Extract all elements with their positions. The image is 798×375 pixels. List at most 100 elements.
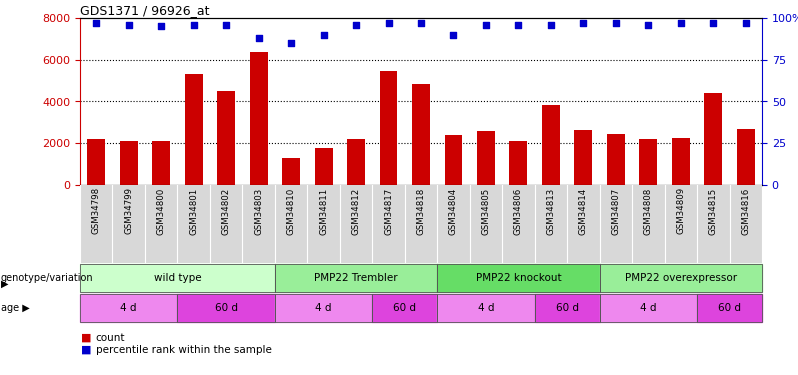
Point: [155, 23, 168, 29]
Text: 60 d: 60 d: [393, 303, 417, 313]
Text: GSM34809: GSM34809: [677, 188, 685, 234]
Bar: [275, 294, 373, 322]
Bar: [275, 264, 437, 292]
Text: GSM34812: GSM34812: [352, 188, 361, 235]
Text: GSM34815: GSM34815: [709, 188, 717, 235]
Text: 60 d: 60 d: [718, 303, 741, 313]
Text: GSM34808: GSM34808: [644, 188, 653, 235]
Point: [252, 35, 265, 41]
Text: wild type: wild type: [154, 273, 201, 283]
Text: 4 d: 4 d: [120, 303, 137, 313]
Bar: [87, 139, 105, 185]
Point: [642, 22, 654, 28]
Text: GSM34811: GSM34811: [319, 188, 328, 235]
Bar: [737, 129, 755, 185]
Point: [577, 20, 590, 26]
Text: GSM34804: GSM34804: [449, 188, 458, 235]
Bar: [437, 264, 599, 292]
Bar: [437, 294, 535, 322]
Point: [122, 22, 135, 28]
Text: GSM34801: GSM34801: [189, 188, 198, 235]
Bar: [373, 294, 437, 322]
Point: [285, 40, 298, 46]
Text: GSM34805: GSM34805: [481, 188, 491, 235]
Text: PMP22 knockout: PMP22 knockout: [476, 273, 561, 283]
Text: count: count: [96, 333, 125, 343]
Bar: [437, 294, 535, 322]
Bar: [535, 294, 599, 322]
Text: genotype/variation: genotype/variation: [1, 273, 93, 283]
Bar: [373, 294, 437, 322]
Text: ■: ■: [81, 333, 91, 343]
Point: [219, 22, 232, 28]
Text: GSM34798: GSM34798: [92, 188, 101, 234]
Text: GSM34803: GSM34803: [254, 188, 263, 235]
Bar: [80, 294, 177, 322]
Point: [415, 20, 428, 26]
Bar: [314, 148, 333, 185]
Point: [544, 22, 557, 28]
Bar: [437, 264, 599, 292]
Text: GSM34810: GSM34810: [286, 188, 295, 235]
Point: [674, 20, 687, 26]
Point: [382, 20, 395, 26]
Text: GSM34802: GSM34802: [222, 188, 231, 235]
Bar: [380, 71, 397, 185]
Text: PMP22 overexpressor: PMP22 overexpressor: [625, 273, 737, 283]
Text: GSM34807: GSM34807: [611, 188, 620, 235]
Text: 4 d: 4 d: [315, 303, 332, 313]
Text: GDS1371 / 96926_at: GDS1371 / 96926_at: [80, 4, 210, 17]
Bar: [275, 294, 373, 322]
Point: [350, 22, 362, 28]
Text: PMP22 Trembler: PMP22 Trembler: [314, 273, 398, 283]
Bar: [477, 131, 495, 185]
Bar: [282, 158, 300, 185]
Bar: [184, 74, 203, 185]
Bar: [177, 294, 275, 322]
Bar: [542, 105, 560, 185]
Bar: [535, 294, 599, 322]
Bar: [80, 264, 275, 292]
Bar: [599, 294, 697, 322]
Bar: [509, 141, 527, 185]
Text: percentile rank within the sample: percentile rank within the sample: [96, 345, 271, 355]
Text: 60 d: 60 d: [555, 303, 579, 313]
Bar: [697, 294, 762, 322]
Text: 4 d: 4 d: [640, 303, 657, 313]
Text: ▶: ▶: [1, 279, 8, 289]
Text: GSM34814: GSM34814: [579, 188, 588, 235]
Bar: [250, 53, 267, 185]
Point: [447, 32, 460, 38]
Bar: [275, 264, 437, 292]
Point: [188, 22, 200, 28]
Bar: [599, 294, 697, 322]
Bar: [575, 130, 592, 185]
Bar: [80, 294, 177, 322]
Bar: [120, 141, 137, 185]
Bar: [347, 139, 365, 185]
Text: GSM34813: GSM34813: [547, 188, 555, 235]
Bar: [217, 91, 235, 185]
Point: [610, 20, 622, 26]
Point: [707, 20, 720, 26]
Point: [317, 32, 330, 38]
Bar: [697, 294, 762, 322]
Point: [740, 20, 753, 26]
Text: GSM34818: GSM34818: [417, 188, 425, 235]
Bar: [80, 264, 275, 292]
Bar: [705, 93, 722, 185]
Bar: [607, 134, 625, 185]
Bar: [412, 84, 430, 185]
Point: [480, 22, 492, 28]
Bar: [599, 264, 762, 292]
Bar: [152, 141, 170, 185]
Bar: [672, 138, 689, 185]
Point: [90, 20, 103, 26]
Text: ■: ■: [81, 345, 91, 355]
Text: GSM34800: GSM34800: [156, 188, 166, 235]
Text: GSM34806: GSM34806: [514, 188, 523, 235]
Point: [512, 22, 525, 28]
Text: GSM34817: GSM34817: [384, 188, 393, 235]
Bar: [177, 294, 275, 322]
Text: 60 d: 60 d: [215, 303, 238, 313]
